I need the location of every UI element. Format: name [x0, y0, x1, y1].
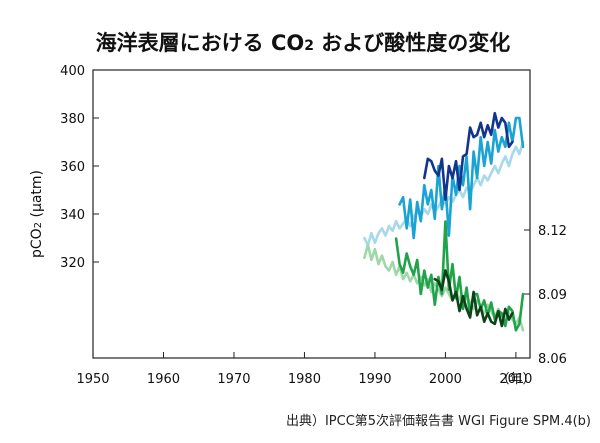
- left-tick-label: 380: [60, 112, 85, 127]
- left-tick-label: 360: [60, 160, 85, 175]
- x-tick-label: 1960: [147, 372, 180, 387]
- right-tick-label: 8.09: [538, 288, 567, 303]
- left-tick-label: 340: [60, 208, 85, 223]
- x-tick-label: 2010: [499, 372, 532, 387]
- x-tick-label: 1980: [288, 372, 321, 387]
- right-tick-label: 8.12: [538, 224, 567, 239]
- left-tick-label: 320: [60, 256, 85, 271]
- x-tick-label: 1950: [76, 372, 109, 387]
- x-tick-label: 1990: [358, 372, 391, 387]
- chart-title: 海洋表層における CO2 および酸性度の変化: [96, 31, 511, 55]
- right-tick-label: 8.06: [538, 352, 567, 367]
- left-axis-ticks: 320 340 360 380 400: [60, 64, 99, 271]
- ph-series-line-4: [394, 220, 525, 332]
- right-axis-ticks: 8.06 8.09 8.12: [524, 224, 567, 367]
- x-tick-label: 2000: [429, 372, 462, 387]
- x-axis-unit-label: （年）: [496, 372, 535, 387]
- series-group: [363, 111, 525, 332]
- ph-series-line-5: [433, 269, 514, 328]
- left-axis-label: pCO2 (μatm): [29, 170, 45, 258]
- plot-frame: [92, 69, 531, 359]
- x-axis-ticks: 1950 1960 1970 1980 1990 2000 2010: [76, 352, 532, 387]
- source-citation: 出典）IPCC第5次評価報告書 WGI Figure SPM.4(b): [286, 413, 591, 429]
- pco2-series-line-2: [422, 111, 514, 201]
- x-tick-label: 1970: [217, 372, 250, 387]
- left-tick-label: 400: [60, 64, 85, 79]
